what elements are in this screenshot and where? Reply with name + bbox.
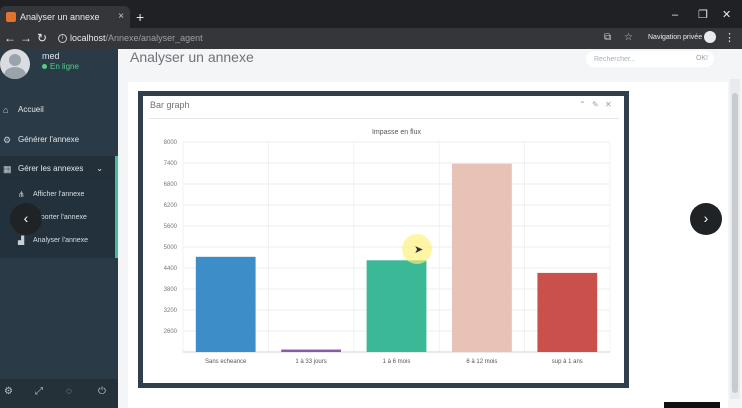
x-tick-label: sup à 1 ans (552, 359, 583, 365)
browser-chrome: Analyser un annexe × + – ❐ ✕ ← → ↻ i loc… (0, 0, 742, 49)
y-tick-label: 3200 (164, 308, 178, 314)
close-window-button[interactable]: ✕ (722, 9, 732, 21)
x-tick-label: Sans echeance (205, 359, 247, 365)
bar (452, 163, 512, 352)
url-path: /Annexe/analyser_agent (105, 33, 203, 43)
sidebar-item-generer[interactable]: ⚙ Générer l'annexe (0, 127, 118, 153)
y-tick-label: 5000 (164, 245, 178, 251)
y-tick-label: 4400 (164, 266, 178, 272)
bar (281, 349, 341, 352)
search-ok-button[interactable]: OK! (695, 55, 708, 62)
browser-menu-icon[interactable]: ⋮ (724, 32, 735, 44)
back-arrow-icon[interactable]: ← (4, 31, 16, 45)
sidebar-item-label: Générer l'annexe (18, 135, 80, 144)
favicon-icon (6, 12, 16, 22)
subitem-label: Analyser l'annexe (33, 237, 89, 244)
y-tick-label: 6200 (164, 203, 178, 209)
x-tick-label: 1 à 33 jours (295, 359, 326, 365)
y-tick-label: 3800 (164, 287, 178, 293)
y-tick-label: 8000 (164, 140, 178, 146)
gears-icon: ⚙ (3, 135, 12, 145)
overlay-bar (664, 402, 720, 408)
y-tick-label: 5600 (164, 224, 178, 230)
sidebar-item-accueil[interactable]: ⌂ Accueil (0, 97, 118, 123)
carousel-prev-button[interactable]: ‹ (10, 203, 42, 235)
scrollbar-thumb[interactable] (732, 93, 738, 393)
subitem-analyser[interactable]: ▟ Analyser l'annexe (0, 230, 118, 252)
cursor-icon: ➤ (414, 244, 424, 256)
expand-icon[interactable]: ⤢ (35, 386, 43, 397)
translate-icon[interactable]: ⧉ (604, 32, 612, 43)
bookmark-star-icon[interactable]: ☆ (624, 32, 633, 43)
collapse-icon[interactable]: ⌃ (579, 100, 586, 109)
bar-chart: Impasse en flux 2600 3200 3800 4400 5000 5600 6… (164, 129, 611, 365)
subitem-afficher[interactable]: ⋔ Afficher l'annexe (0, 184, 118, 206)
search-box: OK! (586, 51, 714, 67)
browser-toolbar: ← → ↻ i localhost/Annexe/analyser_agent … (0, 28, 742, 49)
cursor-highlight (402, 234, 432, 264)
widget-body: Bar graph ⌃ ✎ ✕ Impasse en flux 2600 3200 3… (143, 96, 624, 383)
wrench-icon[interactable]: ✎ (592, 100, 599, 109)
tab-strip: Analyser un annexe × + – ❐ ✕ (0, 0, 742, 28)
bar (366, 260, 427, 352)
forward-arrow-icon[interactable]: → (20, 31, 32, 45)
private-mode-label[interactable]: Navigation privée (648, 34, 703, 41)
page-scrollbar[interactable] (730, 79, 740, 399)
main-content: Analyser un annexe OK! Bar graph ⌃ ✎ ✕ I… (118, 49, 742, 408)
address-bar[interactable]: i localhost/Annexe/analyser_agent (56, 30, 596, 47)
close-icon[interactable]: ✕ (605, 100, 612, 109)
new-tab-button[interactable]: + (136, 9, 145, 25)
minimize-button[interactable]: – (672, 9, 679, 21)
y-tick-label: 7400 (164, 161, 178, 167)
eye-slash-icon[interactable]: ◌ (66, 386, 72, 397)
bar (195, 256, 256, 352)
table-icon: ▦ (3, 164, 12, 174)
gear-icon[interactable]: ⚙ (4, 386, 13, 397)
home-icon: ⌂ (3, 105, 9, 115)
sitemap-icon: ⋔ (18, 190, 25, 199)
x-tick-label: 6 à 12 mois (466, 359, 497, 365)
widget-title: Bar graph (150, 100, 190, 110)
page-title: Analyser un annexe (130, 49, 254, 65)
sidebar-item-label: Gérer les annexes (18, 164, 84, 173)
widget-divider (148, 118, 619, 119)
info-icon[interactable]: i (58, 34, 67, 43)
power-icon[interactable]: ⏻ (98, 386, 106, 397)
chart-title: Impasse en flux (372, 129, 422, 136)
y-tick-label: 6800 (164, 182, 178, 188)
subitem-label: Importer l'annexe (33, 214, 87, 221)
tab-title: Analyser un annexe (20, 12, 100, 22)
sidebar-footer: ⚙ ⤢ ◌ ⏻ (0, 379, 118, 408)
user-name: med (42, 51, 60, 61)
bar-graph-widget: Bar graph ⌃ ✎ ✕ Impasse en flux 2600 3200 3… (138, 91, 629, 388)
carousel-next-button[interactable]: › (690, 203, 722, 235)
maximize-button[interactable]: ❐ (698, 9, 708, 21)
tab-close-icon[interactable]: × (118, 11, 124, 22)
x-tick-label: 1 à 6 mois (383, 359, 411, 365)
y-tick-label: 2600 (164, 329, 178, 335)
url-host: localhost (70, 33, 106, 43)
subitem-label: Afficher l'annexe (33, 191, 85, 198)
search-input[interactable] (594, 51, 674, 67)
bar (537, 272, 598, 352)
user-status: En ligne (42, 62, 79, 71)
incognito-profile-icon[interactable] (704, 31, 716, 43)
sidebar-item-label: Accueil (18, 105, 44, 114)
bar-chart-icon: ▟ (18, 236, 25, 245)
browser-tab[interactable]: Analyser un annexe × (0, 6, 130, 28)
avatar (0, 49, 30, 79)
chevron-down-icon: ⌄ (96, 164, 103, 173)
user-panel: med En ligne (0, 49, 118, 91)
sidebar-item-gerer[interactable]: ▦ Gérer les annexes ⌄ (0, 156, 118, 182)
reload-icon[interactable]: ↻ (37, 31, 48, 45)
